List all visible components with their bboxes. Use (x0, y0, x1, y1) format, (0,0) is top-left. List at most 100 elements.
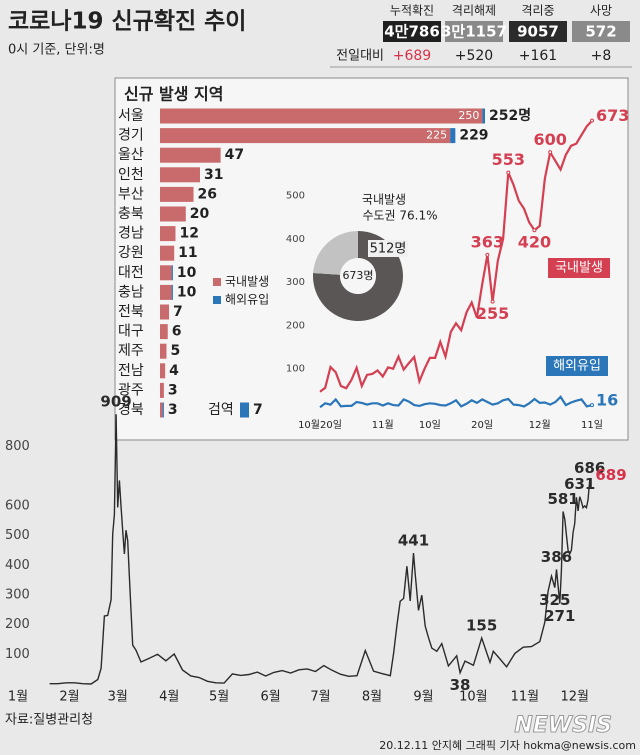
point-marker (590, 118, 594, 123)
total-label: 4 (169, 363, 179, 379)
value-label: 909 (100, 393, 131, 411)
x-tick-label: 4월 (159, 690, 179, 705)
x-tick-label: 20일 (471, 419, 493, 431)
summary-header: 사망 (590, 4, 612, 18)
bar-segment (160, 265, 172, 281)
x-tick-label: 2월 (59, 690, 79, 705)
category-label: 서울 (118, 108, 144, 124)
bar-inside-label: 250 (458, 109, 479, 122)
summary-change: +689 (393, 48, 431, 64)
category-label: 부산 (118, 186, 144, 202)
x-tick-label: 5월 (209, 690, 229, 705)
x-tick-label: 3월 (108, 690, 128, 705)
y-tick-label: 400 (286, 234, 305, 245)
category-label: 인천 (118, 167, 144, 183)
logo: NEWSIS (514, 713, 612, 738)
bar-segment (160, 206, 186, 222)
summary-box (445, 21, 503, 42)
legend-swatch (213, 278, 221, 286)
bar-segment (160, 343, 167, 359)
total-label: 3 (168, 382, 178, 398)
bar-segment (160, 147, 221, 163)
category-label: 대구 (118, 324, 144, 340)
x-tick-label: 11월 (511, 690, 540, 705)
value-label: 600 (533, 130, 566, 149)
total-label: 26 (198, 186, 217, 202)
bar-segment (171, 284, 173, 300)
y-tick-label: 100 (286, 364, 305, 375)
point-marker (548, 150, 553, 155)
summary-box (383, 21, 441, 42)
y-tick-label: 500 (5, 528, 30, 543)
summary-total: 9057 (517, 23, 559, 41)
bar-segment (160, 382, 164, 398)
x-tick-label: 12월 (560, 690, 589, 705)
total-label: 47 (225, 147, 244, 163)
total-label: 20 (190, 206, 210, 222)
category-label: 광주 (118, 382, 144, 398)
bar-segment (160, 226, 176, 242)
y-tick-label: 500 (286, 191, 305, 202)
series-tag-label: 해외유입 (553, 359, 601, 374)
summary-box (509, 21, 567, 42)
total-label: 12 (179, 226, 198, 242)
x-tick-label: 6월 (260, 690, 280, 705)
bar-segment (240, 402, 250, 418)
x-tick-label: 7월 (310, 690, 330, 705)
bar-inside-label: 225 (426, 129, 447, 142)
category-label: 검역 (208, 402, 234, 418)
total-label: 10 (177, 265, 197, 281)
y-tick-label: 300 (286, 277, 305, 288)
credit: 20.12.11 안지혜 그래픽 기자 hokma@newsis.com (379, 739, 636, 752)
line (319, 119, 593, 393)
total-label: 6 (172, 324, 182, 340)
series-tag (548, 258, 610, 278)
bar-segment (160, 128, 451, 144)
bar-segment (160, 284, 172, 300)
y-tick-label: 400 (5, 558, 30, 573)
donut-hole (340, 258, 376, 294)
summary-total: 572 (585, 23, 616, 41)
bar-segment (160, 167, 200, 183)
x-tick-label: 8월 (362, 690, 382, 705)
total-label: 5 (170, 343, 180, 359)
summary-change: +161 (519, 48, 557, 64)
category-label: 충북 (118, 206, 144, 222)
x-tick-label: 12월 (529, 419, 551, 431)
change-label: 전일대비 (336, 49, 384, 64)
subtitle: 0시 기준, 단위:명 (8, 43, 105, 58)
category-label: 강원 (118, 245, 144, 261)
value-label: 441 (398, 532, 429, 550)
total-label: 229 (459, 128, 488, 144)
bar-segment (482, 108, 485, 124)
value-label: 673 (596, 106, 629, 125)
legend-swatch (213, 296, 221, 304)
value-label: 386 (541, 548, 572, 566)
line (49, 414, 592, 685)
point-marker (490, 299, 495, 304)
bar-segment (160, 304, 170, 320)
source: 자료:질병관리청 (5, 713, 93, 728)
total-label: 11 (178, 245, 197, 261)
bar-segment (160, 324, 168, 340)
donut-part-label: 512명 (370, 242, 407, 257)
y-tick-label: 300 (5, 587, 30, 602)
point-marker (485, 252, 490, 257)
value-label: 255 (476, 304, 509, 323)
category-label: 울산 (118, 147, 144, 163)
value-label: 689 (595, 466, 626, 484)
point-marker (590, 403, 594, 408)
donut-rest (313, 231, 358, 275)
x-tick-label: 10월20일 (298, 419, 342, 431)
value-label: 631 (564, 475, 595, 493)
legend-label: 국내발생 (225, 275, 269, 289)
inset-title: 신규 발생 지역 (124, 85, 223, 104)
total-label: 10 (177, 284, 197, 300)
bar-segment (171, 265, 173, 281)
total-label: 31 (204, 167, 223, 183)
x-tick-label: 10월 (459, 690, 488, 705)
value-label: 686 (574, 459, 605, 477)
category-label: 전북 (118, 304, 144, 320)
